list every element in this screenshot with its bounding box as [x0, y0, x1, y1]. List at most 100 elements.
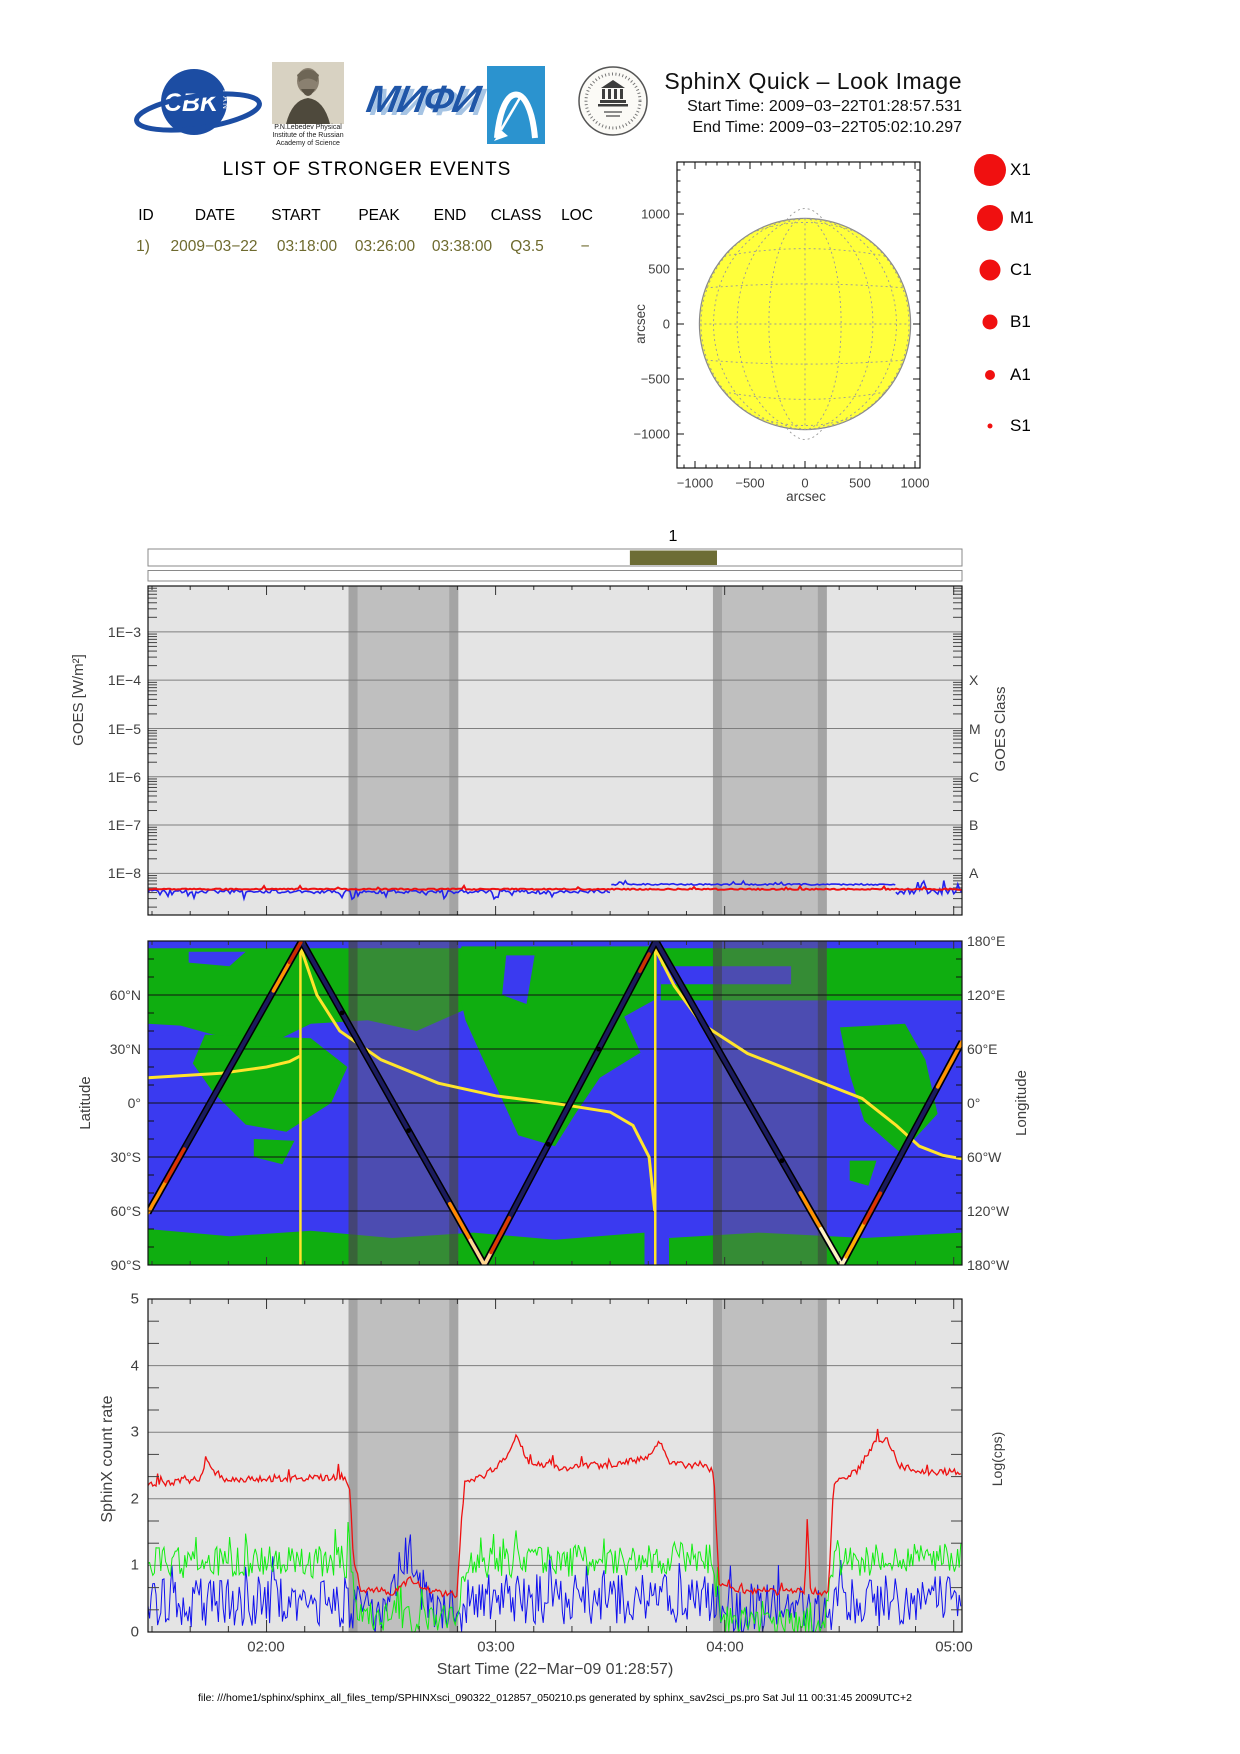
goes-yaxis-title: GOES [W/m²] [70, 654, 87, 746]
cbk-swoosh-icon [134, 91, 262, 133]
caption-line: Institute of the Russian [272, 132, 344, 140]
legend-size-dot [974, 154, 1006, 186]
start-time-label: Start Time: 2009−03−22T01:28:57.531 [687, 98, 962, 115]
axis-tick-label: −1000 [676, 475, 714, 491]
axis-tick-label: 0 [662, 316, 670, 332]
axis-tick-label: 05:00 [935, 1638, 973, 1656]
axis-tick-label: 1 [130, 1556, 139, 1574]
axis-tick-label: 1E−7 [107, 817, 141, 833]
col-loc: LOC [561, 207, 593, 224]
event-row-loc: − [580, 238, 590, 255]
lebedev-portrait [272, 62, 344, 129]
legend-size-dot [977, 205, 1003, 231]
axis-tick-label: 30°N [109, 1041, 141, 1057]
legend-label-a1: A1 [1010, 365, 1031, 384]
legend-size-dot [985, 370, 995, 380]
axis-tick-label: 04:00 [706, 1638, 744, 1656]
axis-tick-label: 1E−8 [107, 865, 141, 881]
axis-tick-label: 60°W [967, 1149, 1002, 1165]
comet-icon [499, 95, 523, 131]
event-row-date: 2009−03−22 [170, 238, 258, 255]
axis-tick-label: −500 [640, 371, 670, 387]
axis-tick-label: 4 [130, 1357, 139, 1375]
file-path-footer: file: ///home1/sphinx/sphinx_all_files_t… [198, 1692, 912, 1704]
axis-tick-label: 0 [130, 1623, 139, 1641]
axis-tick-label: 1E−4 [107, 672, 141, 688]
axis-tick-label: 60°S [110, 1203, 141, 1219]
axis-tick-label: 120°W [967, 1203, 1010, 1219]
events-list-title: LIST OF STRONGER EVENTS [222, 159, 512, 180]
university-seal-logo [577, 58, 649, 149]
axis-tick-label: 60°E [967, 1041, 998, 1057]
col-date: DATE [194, 207, 236, 224]
legend-label-s1: S1 [1010, 416, 1031, 435]
col-class: CLASS [490, 207, 542, 224]
col-end: END [433, 207, 467, 224]
legend-label-x1: X1 [1010, 160, 1031, 179]
sun-plot [676, 154, 1006, 469]
event-row-end: 03:38:00 [431, 238, 493, 255]
axis-tick-label: 30°S [110, 1149, 141, 1165]
axis-tick-label: B [969, 817, 979, 833]
legend-label-b1: B1 [1010, 312, 1031, 331]
cbk-pan-text: PAN [221, 90, 230, 110]
col-start: START [271, 207, 321, 224]
axis-tick-label: C [969, 769, 980, 785]
axis-tick-label: 500 [648, 261, 670, 277]
axis-tick-label: −1000 [633, 426, 670, 442]
event-row-class: Q3.5 [510, 238, 544, 255]
axis-tick-label: 0 [801, 475, 809, 491]
legend-size-dot [987, 423, 993, 429]
axis-tick-label: 02:00 [247, 1638, 285, 1656]
arch-icon [494, 91, 538, 139]
col-id: ID [138, 207, 154, 224]
time-xaxis-title: Start Time (22−Mar−09 01:28:57) [436, 1661, 674, 1678]
axis-tick-label: 03:00 [477, 1638, 515, 1656]
event-row-id: 1) [136, 238, 150, 255]
axis-tick-label: 500 [849, 475, 871, 491]
axis-tick-label: 1E−6 [107, 769, 141, 785]
sun-xaxis-title: arcsec [786, 489, 826, 504]
event-row-peak: 03:26:00 [354, 238, 416, 255]
latitude-title: Latitude [77, 1076, 94, 1130]
mephi-logo-text: МИФИ [363, 79, 483, 121]
end-time-label: End Time: 2009−03−22T05:02:10.297 [692, 119, 962, 136]
caption-line: P.N.Lebedev Physical [274, 124, 342, 131]
longitude-title: Longitude [1013, 1070, 1030, 1136]
lebedev-caption: P.N.Lebedev Physical Institute of the Ru… [240, 124, 376, 149]
mephi-logo: МИФИ МИФИ [363, 78, 486, 138]
legend-size-dot [982, 314, 998, 330]
ground-track-plot [147, 940, 963, 1266]
portrait-shoulders [286, 98, 330, 124]
legend-label-c1: C1 [1010, 260, 1032, 279]
axis-tick-label: 180°E [967, 933, 1006, 949]
axis-tick-label: 180°W [967, 1257, 1010, 1273]
event-duration-bar [629, 550, 717, 565]
axis-tick-label: 5 [130, 1290, 139, 1308]
axis-tick-label: 1000 [641, 206, 670, 222]
axis-tick-label: X [969, 672, 979, 688]
legend-size-dot [979, 259, 1001, 281]
axis-tick-label: A [969, 865, 979, 881]
axis-tick-label: 0° [967, 1095, 981, 1111]
col-peak: PEAK [358, 207, 400, 224]
page-title: SphinX Quick – Look Image [664, 68, 962, 94]
logcps-title: Log(cps) [989, 1431, 1005, 1487]
axis-tick-label: 1E−5 [107, 721, 141, 737]
axis-tick-label: M [969, 721, 981, 737]
seal-building-icon [601, 80, 625, 88]
header-title-block: SphinX Quick – Look Image Start Time: 20… [610, 66, 962, 138]
event-timeline-strips [147, 548, 963, 582]
axis-tick-label: 60°N [109, 987, 141, 1003]
arch-comet-logo [487, 66, 545, 149]
cbk-globe-icon [161, 69, 227, 135]
event-row-start: 03:18:00 [276, 238, 338, 255]
axis-tick-label: 1000 [900, 475, 930, 491]
axis-tick-label: 1E−3 [107, 624, 141, 640]
axis-tick-label: 120°E [967, 987, 1006, 1003]
goes-plot [147, 585, 963, 916]
timeline-event-number: 1 [668, 528, 678, 545]
count-yaxis-title: SphinX count rate [99, 1395, 116, 1523]
